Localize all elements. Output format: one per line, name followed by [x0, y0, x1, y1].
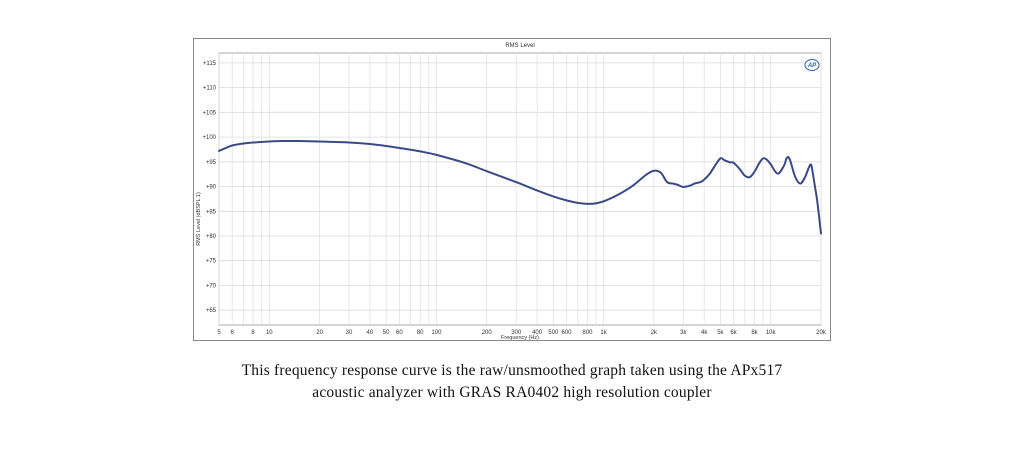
x-tick-label: 500 — [548, 330, 559, 336]
x-tick-label: 200 — [482, 330, 493, 336]
y-axis-label: RMS Level (dBSPL 1) — [196, 192, 202, 246]
chart-frame: +65 +70 +75 +80 +85 +90 +95 +100 +105 +110 +115 5 6 8… — [193, 38, 831, 341]
x-tick-label: 20 — [316, 330, 323, 336]
x-tick-label: 4k — [701, 330, 708, 336]
x-tick-label: 8 — [251, 330, 255, 336]
x-tick-label: 400 — [532, 330, 543, 336]
frequency-response-line — [218, 139, 822, 235]
caption-line-1: This frequency response curve is the raw… — [241, 362, 783, 379]
chart-title: RMS Level — [505, 43, 534, 49]
y-tick-label: +105 — [202, 110, 216, 116]
y-tick-label: +75 — [206, 259, 217, 265]
x-tick-label: 100 — [431, 330, 442, 336]
y-tick-label: +115 — [203, 61, 217, 67]
y-tick-label: +110 — [203, 86, 217, 92]
y-tick-label: +65 — [206, 308, 217, 314]
x-tick-label: 10k — [766, 330, 777, 336]
x-tick-label: 20k — [816, 330, 827, 336]
y-tick-label: +100 — [202, 135, 216, 141]
x-tick-label: 2k — [651, 330, 658, 336]
x-tick-label: 6k — [730, 330, 737, 336]
x-tick-label: 300 — [511, 330, 522, 336]
x-tick-label: 3k — [680, 330, 687, 336]
frequency-response-chart: +65 +70 +75 +80 +85 +90 +95 +100 +105 +110 +115 5 6 8… — [196, 43, 827, 340]
y-tick-label: +85 — [206, 209, 217, 215]
x-tick-label: 1k — [600, 330, 607, 336]
x-tick-label: 80 — [417, 330, 424, 336]
x-tick-label: 6 — [231, 330, 235, 336]
ap-logo-text: AP — [807, 63, 817, 69]
y-tick-label: +95 — [206, 160, 217, 166]
x-axis-label: Frequency (Hz) — [501, 335, 539, 340]
x-tick-label: 5k — [717, 330, 724, 336]
x-tick-label: 30 — [346, 330, 353, 336]
y-tick-label: +80 — [206, 234, 217, 240]
caption-line-2: acoustic analyzer with GRAS RA0402 high … — [312, 384, 712, 401]
x-tick-label: 60 — [396, 330, 403, 336]
x-tick-label: 800 — [582, 330, 593, 336]
y-tick-label: +70 — [206, 283, 217, 289]
x-tick-label: 10 — [266, 330, 273, 336]
ap-logo-icon — [804, 59, 820, 71]
x-tick-label: 600 — [561, 330, 572, 336]
plot-area — [218, 52, 822, 326]
x-tick-label: 50 — [383, 330, 390, 336]
x-tick-label: 40 — [367, 330, 374, 336]
x-tick-label: 8k — [751, 330, 758, 336]
y-tick-label: +90 — [206, 185, 217, 191]
x-tick-label: 5 — [217, 330, 221, 336]
